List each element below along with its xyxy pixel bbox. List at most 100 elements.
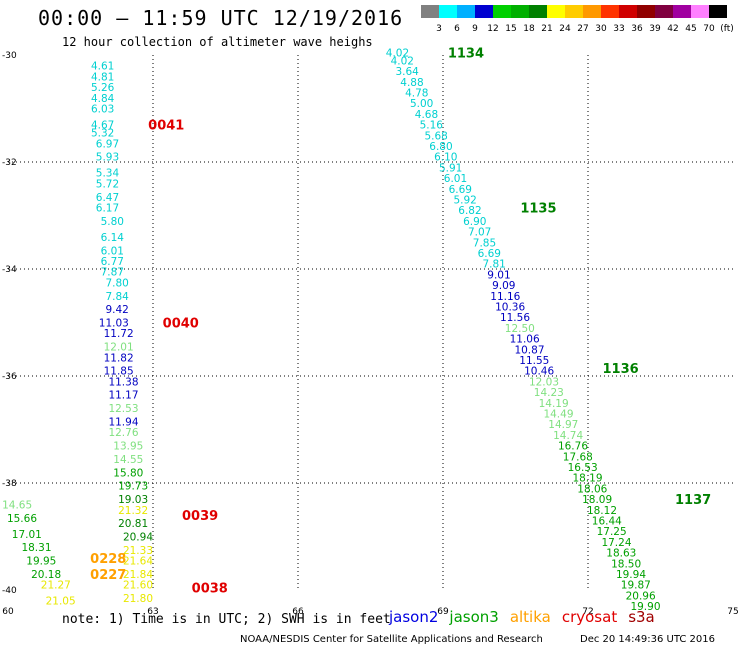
swh-value: 6.82: [458, 205, 481, 217]
track-time-label: 0228: [90, 552, 126, 567]
y-tick-label: -34: [2, 265, 17, 275]
y-tick-label: -32: [2, 158, 17, 168]
swh-value: 15.66: [7, 513, 37, 525]
x-tick-label: 72: [582, 607, 593, 617]
legend-label: 45: [685, 24, 697, 34]
satellite-jason3: jason3: [449, 608, 499, 626]
swh-value: 6.17: [96, 202, 119, 214]
swh-value: 11.03: [99, 318, 129, 330]
satellite-jason2: jason2: [389, 608, 439, 626]
legend-swatch: [691, 5, 709, 18]
x-tick-label: 69: [437, 607, 449, 617]
legend-swatch: [439, 5, 457, 18]
swh-value: 5.72: [96, 178, 119, 190]
swh-value: 11.38: [108, 376, 138, 388]
swh-value: 12.01: [104, 342, 134, 354]
legend-label: 9: [472, 24, 478, 34]
swh-value: 4.02: [391, 55, 414, 67]
legend-swatch: [601, 5, 619, 18]
credit-text: NOAA/NESDIS Center for Satellite Applica…: [240, 634, 543, 645]
swh-value: 11.94: [108, 416, 138, 428]
legend-swatch: [493, 5, 511, 18]
swh-value: 17.25: [597, 526, 627, 538]
legend-swatch: [709, 5, 727, 18]
legend-label: 24: [559, 24, 571, 34]
swh-value: 11.82: [104, 352, 134, 364]
swh-value: 6.90: [463, 216, 486, 228]
swh-value: 18.09: [582, 494, 612, 506]
swh-value: 10.36: [495, 301, 525, 313]
swh-value: 14.49: [543, 408, 573, 420]
swh-value: 19.73: [118, 481, 148, 493]
legend-label: 42: [667, 24, 679, 34]
swh-value: 6.14: [101, 232, 125, 244]
swh-value: 7.07: [468, 227, 491, 239]
swh-value: 19.03: [118, 494, 148, 506]
track-time-label: 0227: [90, 568, 126, 583]
swh-value: 6.77: [101, 256, 124, 268]
swh-value: 6.69: [449, 184, 472, 196]
swh-value: 16.53: [568, 462, 598, 474]
swh-value: 21.80: [123, 593, 153, 605]
satellite-s3a: s3a: [628, 608, 655, 626]
legend-label: 12: [487, 24, 499, 34]
satellite-cryosat: cryosat: [561, 608, 618, 626]
legend-label: (ft): [720, 24, 734, 34]
swh-value: 5.68: [424, 130, 447, 142]
swh-value: 14.55: [113, 454, 143, 466]
swh-value: 17.24: [601, 537, 631, 549]
swh-value: 7.81: [482, 259, 505, 271]
swh-value: 9.09: [492, 280, 515, 292]
swh-value: 19.87: [621, 580, 651, 592]
swh-value: 5.00: [410, 98, 433, 110]
swh-value: 10.87: [514, 344, 544, 356]
legend-label: 39: [649, 24, 661, 34]
legend-swatch: [511, 5, 529, 18]
swh-value: 12.50: [505, 323, 535, 335]
swh-value: 11.56: [500, 312, 530, 324]
swh-value: 4.81: [91, 71, 114, 83]
swh-value: 11.55: [519, 355, 549, 367]
track-time-label: 0039: [182, 509, 218, 524]
legend-swatch: [583, 5, 601, 18]
track-time-label: 1136: [603, 362, 639, 377]
legend-swatch: [673, 5, 691, 18]
swh-value: 11.85: [104, 366, 134, 378]
swh-value: 4.67: [91, 120, 114, 132]
track-time-label: 1134: [448, 46, 484, 61]
legend-label: 3: [436, 24, 442, 34]
legend-label: 6: [454, 24, 460, 34]
swh-value: 7.80: [105, 277, 128, 289]
legend-swatch: [565, 5, 583, 18]
swh-value: 14.65: [2, 499, 32, 511]
legend-swatch: [619, 5, 637, 18]
swh-value: 5.91: [439, 162, 462, 174]
swh-value: 14.19: [539, 398, 569, 410]
swh-value: 16.76: [558, 441, 588, 453]
legend-label: 15: [505, 24, 517, 34]
swh-value: 11.16: [490, 291, 520, 303]
legend-label: 21: [541, 24, 553, 34]
swh-value: 6.47: [96, 192, 119, 204]
swh-value: 7.84: [105, 291, 129, 303]
legend-label: 70: [703, 24, 715, 34]
swh-value: 5.92: [453, 194, 476, 206]
page-title: 00:00 – 11:59 UTC 12/19/2016: [38, 6, 404, 30]
swh-value: 14.23: [534, 387, 564, 399]
y-tick-label: -36: [2, 372, 17, 382]
swh-value: 11.72: [104, 328, 134, 340]
satellite-altika: altika: [509, 608, 551, 626]
swh-value: 15.80: [113, 467, 143, 479]
track-time-label: 0038: [192, 581, 228, 596]
swh-value: 19.94: [616, 569, 646, 581]
swh-value: 5.80: [101, 216, 124, 228]
swh-value: 6.10: [434, 152, 457, 164]
swh-value: 20.94: [123, 532, 153, 544]
swh-value: 12.03: [529, 376, 559, 388]
swh-value: 3.64: [395, 66, 419, 78]
satellite-legend: jason2 jason3 altika cryosat s3a: [389, 608, 666, 626]
swh-value: 5.32: [91, 128, 114, 140]
swh-value: 21.60: [123, 580, 153, 592]
x-tick-label: 66: [292, 607, 304, 617]
legend-label: 27: [577, 24, 589, 34]
